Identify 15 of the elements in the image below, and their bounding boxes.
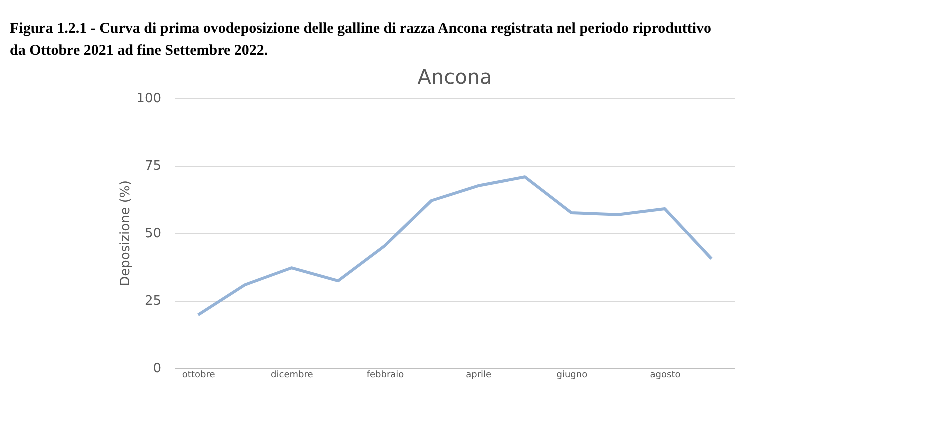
line-series [196, 176, 714, 317]
text: Figura 1.2.1 - Curva di prima ovodeposizione delle galline di razza Ancona registrata nel periodo riproduttivo da Ottobre 2021 ad fine Settembre 2022. [10, 21, 712, 59]
x-tick-label: febbraio [366, 370, 405, 380]
x-tick-label: agosto [650, 370, 682, 380]
x-tick-label: giugno [556, 370, 588, 380]
y-axis-title: Deposizione (%) [118, 180, 134, 286]
y-tick-label: 0 [153, 362, 162, 376]
chart-title: Ancona [418, 65, 492, 89]
x-tick-label: ottobre [182, 370, 216, 380]
y-tick-label: 75 [144, 159, 162, 174]
y-tick-label: 100 [136, 92, 162, 106]
x-tick-label: aprile [466, 370, 492, 380]
y-tick-label: 50 [144, 226, 162, 242]
x-tick-label: dicembre [271, 370, 314, 380]
y-tick-label: 25 [144, 294, 162, 309]
